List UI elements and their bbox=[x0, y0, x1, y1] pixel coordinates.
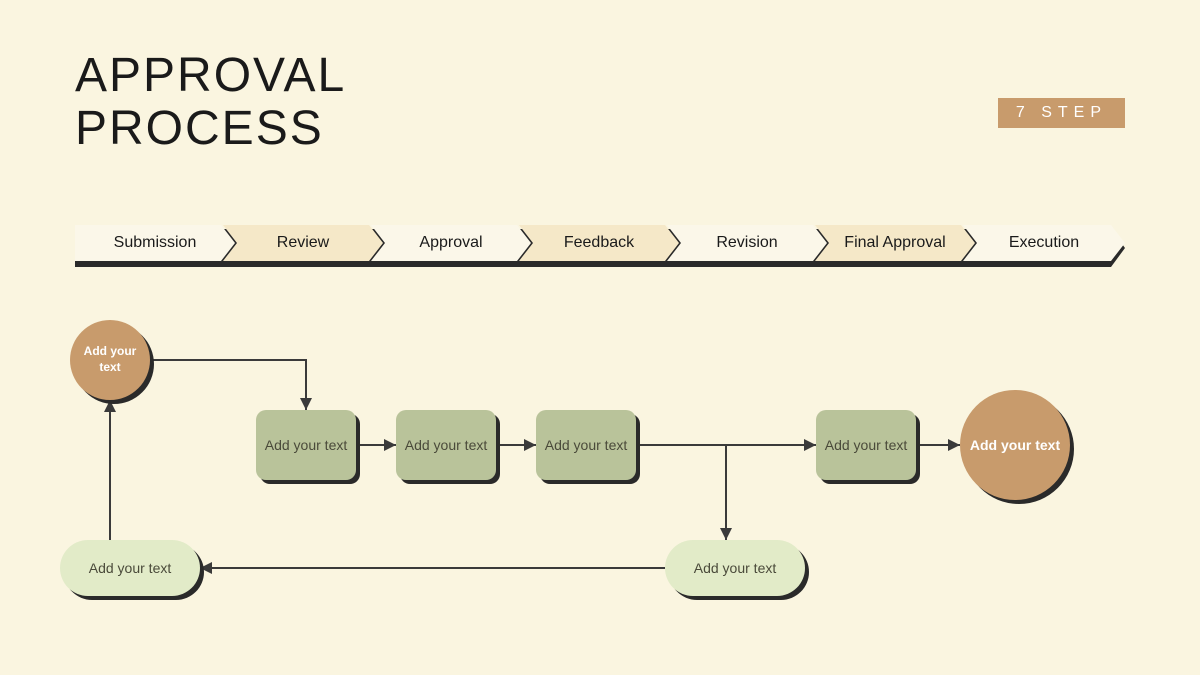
flow-node: Add your text bbox=[665, 540, 805, 596]
chevron-step: Revision bbox=[667, 225, 827, 261]
chevron-step: Feedback bbox=[519, 225, 679, 261]
chevron-row: SubmissionReviewApprovalFeedbackRevision… bbox=[75, 225, 1125, 265]
chevron-step: Execution bbox=[963, 225, 1125, 261]
flow-node: Add your text bbox=[70, 320, 150, 400]
chevron-step: Review bbox=[223, 225, 383, 261]
flow-node: Add your text bbox=[960, 390, 1070, 500]
page-title: APPROVAL PROCESS bbox=[75, 50, 346, 156]
flow-node: Add your text bbox=[396, 410, 496, 480]
title-line-2: PROCESS bbox=[75, 102, 324, 155]
flow-area: Add your text Add your text Add your text A… bbox=[60, 300, 1140, 640]
step-badge: 7 STEP bbox=[998, 98, 1125, 128]
flow-node: Add your text bbox=[60, 540, 200, 596]
chevron-step: Submission bbox=[75, 225, 235, 261]
chevron-step: Final Approval bbox=[815, 225, 975, 261]
title-line-1: APPROVAL bbox=[75, 49, 346, 102]
flow-node: Add your text bbox=[816, 410, 916, 480]
flow-node: Add your text bbox=[536, 410, 636, 480]
chevron-step: Approval bbox=[371, 225, 531, 261]
flow-node: Add your text bbox=[256, 410, 356, 480]
